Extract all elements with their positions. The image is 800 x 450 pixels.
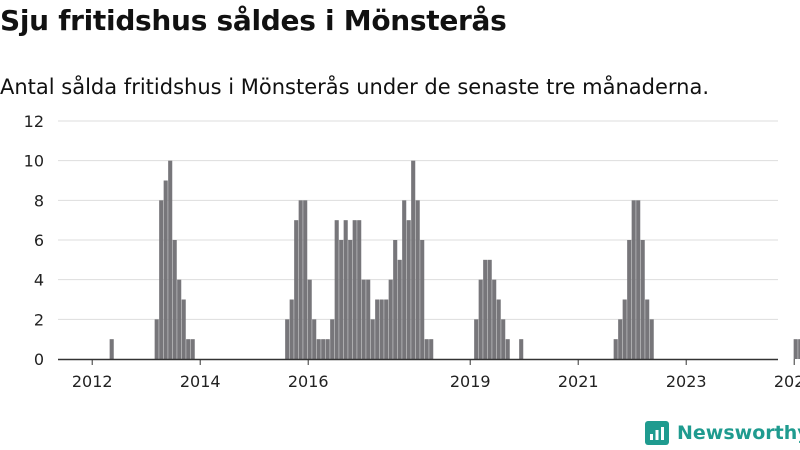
bar	[627, 240, 632, 359]
bar	[402, 200, 407, 359]
brand-name: Newsworthy	[677, 422, 800, 444]
bar	[613, 339, 618, 359]
bar	[429, 339, 434, 359]
bar	[168, 160, 173, 359]
bar	[393, 240, 398, 359]
bar	[312, 319, 317, 359]
bar	[316, 339, 321, 359]
chart-subtitle: Antal sålda fritidshus i Mönsterås under…	[0, 75, 710, 99]
bar	[172, 240, 177, 359]
bar	[388, 279, 393, 359]
bar	[334, 220, 339, 359]
bar	[415, 200, 420, 359]
bar	[339, 240, 344, 359]
chart-title: Sju fritidshus såldes i Mönsterås	[0, 4, 507, 37]
y-tick-label: 0	[34, 350, 44, 369]
bar	[181, 299, 186, 359]
bar	[505, 339, 510, 359]
bar	[519, 339, 524, 359]
newsworthy-brand: Newsworthy	[645, 419, 800, 447]
bar	[379, 299, 384, 359]
y-tick-label: 6	[34, 231, 44, 250]
bar	[357, 220, 362, 359]
bar	[487, 259, 492, 359]
x-tick-label: 2023	[666, 372, 707, 391]
bar	[352, 220, 357, 359]
bar	[325, 339, 330, 359]
bar	[159, 200, 164, 359]
bar	[640, 240, 645, 359]
bar	[307, 279, 312, 359]
bar	[793, 339, 798, 359]
bar	[348, 240, 353, 359]
y-tick-label: 4	[34, 271, 44, 290]
bar	[109, 339, 114, 359]
bar	[285, 319, 290, 359]
bar	[631, 200, 636, 359]
newsworthy-logo-icon	[645, 421, 669, 445]
bar	[406, 220, 411, 359]
bar	[474, 319, 479, 359]
bar	[303, 200, 308, 359]
bar	[501, 319, 506, 359]
bar	[483, 259, 488, 359]
y-tick-label: 12	[24, 112, 44, 131]
bar	[649, 319, 654, 359]
bar	[618, 319, 623, 359]
bar	[186, 339, 191, 359]
bar	[478, 279, 483, 359]
bar	[424, 339, 429, 359]
bar	[330, 319, 335, 359]
bar	[361, 279, 366, 359]
bar	[343, 220, 348, 359]
bar	[370, 319, 375, 359]
bar	[411, 160, 416, 359]
bar	[622, 299, 627, 359]
bar	[636, 200, 641, 359]
bar	[177, 279, 182, 359]
bar	[798, 339, 800, 359]
x-tick-label: 2019	[450, 372, 491, 391]
bar	[492, 279, 497, 359]
bar	[384, 299, 389, 359]
bar	[190, 339, 195, 359]
bar	[163, 180, 168, 359]
bar	[397, 259, 402, 359]
bar	[298, 200, 303, 359]
x-tick-label: 2014	[180, 372, 221, 391]
x-tick-label: 2016	[288, 372, 329, 391]
bar	[154, 319, 159, 359]
bar	[321, 339, 326, 359]
y-tick-label: 10	[24, 152, 44, 171]
y-tick-label: 2	[34, 310, 44, 329]
bar	[294, 220, 299, 359]
x-tick-label: 2021	[558, 372, 599, 391]
bar	[366, 279, 371, 359]
bar	[375, 299, 380, 359]
x-tick-label: 2012	[72, 372, 113, 391]
x-tick-label: 2025	[774, 372, 800, 391]
bar	[645, 299, 650, 359]
bar	[496, 299, 501, 359]
bar	[420, 240, 425, 359]
bar	[289, 299, 294, 359]
y-tick-label: 8	[34, 191, 44, 210]
